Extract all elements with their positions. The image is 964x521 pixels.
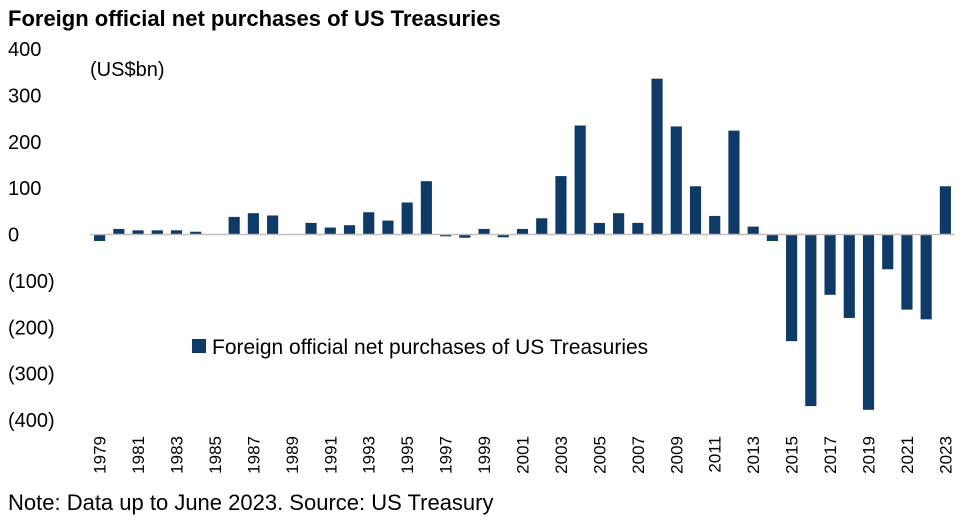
x-tick-label: 2017 xyxy=(821,436,840,474)
bar-2018 xyxy=(843,234,855,318)
y-tick-label: (400) xyxy=(8,410,55,432)
bars xyxy=(94,78,951,410)
x-tick-label: 1999 xyxy=(475,436,494,474)
legend: Foreign official net purchases of US Tre… xyxy=(192,336,648,359)
x-tick-label: 1995 xyxy=(398,436,417,474)
y-tick-label: 0 xyxy=(8,225,19,247)
bar-1991 xyxy=(324,227,336,235)
bar-1993 xyxy=(363,212,375,235)
x-tick-label: 2001 xyxy=(514,436,533,474)
x-tick-label: 2013 xyxy=(744,436,763,474)
legend-swatch xyxy=(192,339,206,353)
y-tick-label: 300 xyxy=(8,85,41,107)
bar-2003 xyxy=(555,176,567,235)
bar-1980 xyxy=(113,228,125,235)
x-tick-label: 2011 xyxy=(706,436,725,473)
chart-title: Foreign official net purchases of US Tre… xyxy=(8,6,501,31)
x-axis-ticks: 1979 1981 1983 1985 1987 1989 1991 1993 1995 1997… xyxy=(91,436,956,474)
bar-1990 xyxy=(305,222,317,235)
bar-2001 xyxy=(516,228,529,235)
legend-label: Foreign official net purchases of US Tre… xyxy=(212,336,648,359)
bar-1986 xyxy=(228,216,240,235)
y-tick-label: 200 xyxy=(8,132,41,154)
x-tick-label: 1987 xyxy=(244,436,263,474)
x-tick-label: 2015 xyxy=(783,436,802,474)
x-tick-label: 2021 xyxy=(898,436,917,474)
x-tick-label: 2007 xyxy=(629,436,648,474)
bar-2002 xyxy=(536,218,548,235)
bar-2012 xyxy=(728,130,740,235)
bar-2013 xyxy=(747,226,759,235)
bar-1994 xyxy=(382,220,394,235)
x-tick-label: 2023 xyxy=(936,436,955,474)
bar-1997 xyxy=(440,234,452,237)
bar-1988 xyxy=(267,215,279,235)
bar-2007 xyxy=(632,222,644,235)
bar-2005 xyxy=(593,222,605,235)
bar-2023 xyxy=(939,186,951,235)
y-axis-ticks: 400 300 200 100 0 (100) (200) (300) (400) xyxy=(8,39,55,432)
x-tick-label: 1997 xyxy=(437,436,456,474)
x-tick-label: 1985 xyxy=(206,436,225,474)
x-tick-label: 2005 xyxy=(590,436,609,474)
bar-2009 xyxy=(670,126,682,235)
x-tick-label: 1993 xyxy=(360,436,379,474)
bar-2010 xyxy=(689,186,702,235)
bar-2017 xyxy=(824,234,836,295)
bar-1984 xyxy=(190,231,202,235)
bar-1995 xyxy=(401,202,413,235)
bar-2020 xyxy=(882,234,894,270)
bar-1996 xyxy=(420,181,432,235)
y-tick-label: 100 xyxy=(8,178,41,200)
x-tick-label: 1991 xyxy=(321,436,340,474)
unit-label: (US$bn) xyxy=(90,59,164,81)
x-tick-label: 2019 xyxy=(860,436,879,474)
bar-1999 xyxy=(478,228,490,235)
bar-1979 xyxy=(94,234,106,241)
bar-1982 xyxy=(151,230,163,235)
bar-1987 xyxy=(247,213,259,235)
x-tick-label: 1983 xyxy=(168,436,187,474)
x-tick-label: 1981 xyxy=(129,436,148,474)
bar-1992 xyxy=(343,225,356,235)
bar-1983 xyxy=(170,230,183,235)
bar-2016 xyxy=(805,234,817,407)
y-tick-label: 400 xyxy=(8,39,41,61)
bar-1981 xyxy=(132,230,144,235)
bar-2019 xyxy=(862,234,875,410)
bar-2011 xyxy=(709,215,721,235)
y-tick-label: (200) xyxy=(8,317,55,339)
x-tick-label: 1979 xyxy=(91,436,110,474)
source-note: Note: Data up to June 2023. Source: US T… xyxy=(8,490,494,515)
x-tick-label: 2009 xyxy=(667,436,686,474)
x-tick-label: 2003 xyxy=(552,436,571,474)
bar-2022 xyxy=(920,234,932,320)
y-tick-label: (100) xyxy=(8,271,55,293)
y-tick-label: (300) xyxy=(8,364,55,386)
bar-1998 xyxy=(459,234,471,238)
bar-2015 xyxy=(786,234,798,342)
x-tick-label: 1989 xyxy=(283,436,302,474)
bar-2006 xyxy=(613,213,625,235)
bar-2021 xyxy=(901,234,913,310)
bar-2000 xyxy=(497,234,509,238)
bar-2008 xyxy=(651,78,663,235)
bar-2014 xyxy=(766,234,778,241)
bar-2004 xyxy=(574,125,586,235)
